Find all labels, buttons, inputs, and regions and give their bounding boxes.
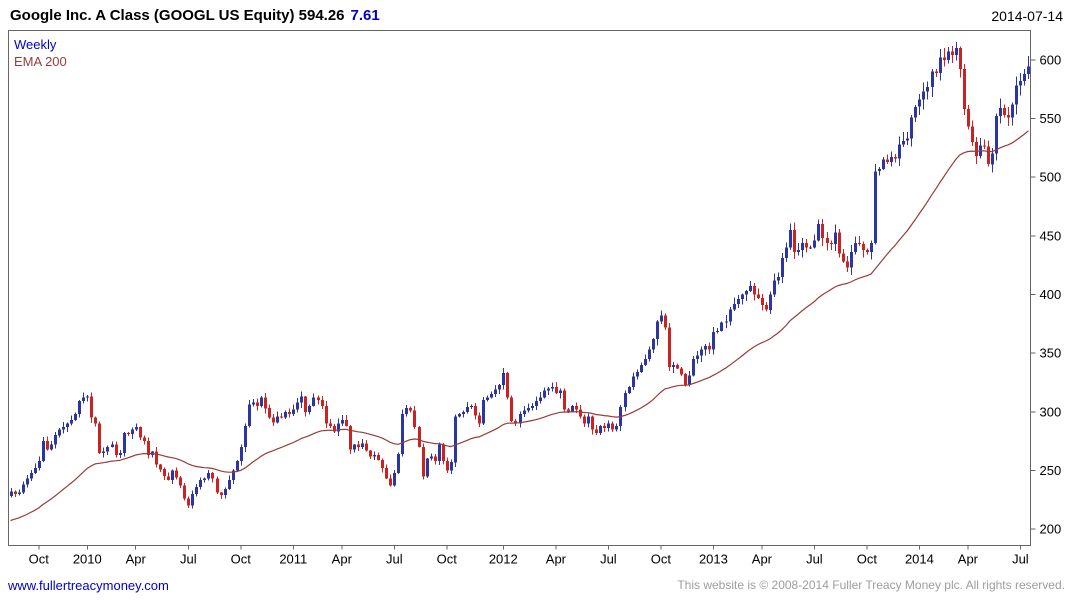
svg-text:600: 600 — [1040, 52, 1062, 67]
title-change: 7.61 — [350, 7, 380, 24]
svg-text:2014: 2014 — [905, 552, 934, 567]
svg-text:Apr: Apr — [752, 552, 773, 567]
svg-text:Oct: Oct — [651, 552, 672, 567]
svg-text:400: 400 — [1040, 287, 1062, 302]
svg-text:300: 300 — [1040, 404, 1062, 419]
chart-legend: Weekly EMA 200 — [14, 36, 67, 70]
page-footer: www.fullertreacymoney.com This website i… — [0, 574, 1075, 600]
chart-header: Google Inc. A Class (GOOGL US Equity) 59… — [0, 0, 1075, 30]
svg-text:550: 550 — [1040, 111, 1062, 126]
svg-text:Apr: Apr — [126, 552, 147, 567]
title-main: Google Inc. A Class (GOOGL US Equity) 59… — [10, 7, 345, 24]
chart-title: Google Inc. A Class (GOOGL US Equity) 59… — [10, 7, 380, 24]
legend-ema-label: EMA 200 — [14, 54, 67, 69]
svg-text:Apr: Apr — [958, 552, 979, 567]
plot-border — [8, 30, 1031, 546]
svg-text:Jul: Jul — [600, 552, 617, 567]
svg-text:500: 500 — [1040, 170, 1062, 185]
svg-text:Apr: Apr — [332, 552, 353, 567]
svg-text:Jul: Jul — [806, 552, 823, 567]
svg-text:350: 350 — [1040, 346, 1062, 361]
svg-text:Apr: Apr — [546, 552, 567, 567]
svg-text:2013: 2013 — [699, 552, 728, 567]
chart-date: 2014-07-14 — [991, 8, 1063, 24]
x-axis: Oct 2010 Apr Jul Oct 2011 Apr Jul Oct 2012 Apr Jul O… — [29, 545, 1029, 567]
svg-text:450: 450 — [1040, 228, 1062, 243]
svg-text:Oct: Oct — [437, 552, 458, 567]
svg-text:2010: 2010 — [73, 552, 102, 567]
svg-text:200: 200 — [1040, 522, 1062, 537]
svg-text:Jul: Jul — [1012, 552, 1029, 567]
y-axis: 200 250 300 350 400 450 500 550 600 — [1030, 52, 1062, 537]
svg-text:Oct: Oct — [857, 552, 878, 567]
svg-text:250: 250 — [1040, 463, 1062, 478]
svg-text:2011: 2011 — [279, 552, 307, 567]
footer-copyright: This website is © 2008-2014 Fuller Treac… — [677, 578, 1065, 592]
svg-text:2012: 2012 — [489, 552, 518, 567]
candles — [10, 42, 1030, 509]
svg-text:Oct: Oct — [29, 552, 50, 567]
footer-link[interactable]: www.fullertreacymoney.com — [8, 578, 169, 593]
ema-line — [10, 130, 1029, 522]
svg-text:Oct: Oct — [231, 552, 252, 567]
legend-weekly-label: Weekly — [14, 37, 57, 52]
svg-text:Jul: Jul — [180, 552, 197, 567]
svg-text:Jul: Jul — [386, 552, 403, 567]
